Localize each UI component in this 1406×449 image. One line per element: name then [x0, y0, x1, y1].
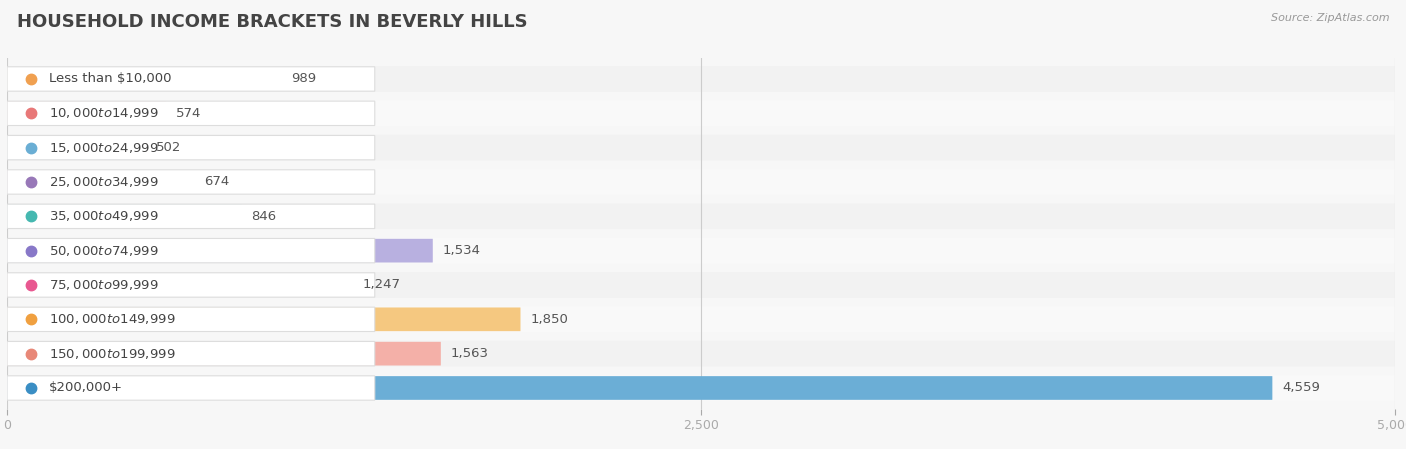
FancyBboxPatch shape: [7, 341, 1395, 366]
FancyBboxPatch shape: [7, 239, 433, 263]
FancyBboxPatch shape: [7, 67, 375, 91]
FancyBboxPatch shape: [7, 273, 353, 297]
Text: $150,000 to $199,999: $150,000 to $199,999: [49, 347, 176, 361]
Text: $15,000 to $24,999: $15,000 to $24,999: [49, 141, 159, 154]
Text: 1,247: 1,247: [363, 278, 401, 291]
FancyBboxPatch shape: [7, 67, 281, 91]
FancyBboxPatch shape: [7, 238, 1395, 264]
FancyBboxPatch shape: [7, 341, 375, 366]
Text: Less than $10,000: Less than $10,000: [49, 72, 172, 85]
Text: 846: 846: [252, 210, 277, 223]
Text: $100,000 to $149,999: $100,000 to $149,999: [49, 313, 176, 326]
FancyBboxPatch shape: [7, 66, 1395, 92]
FancyBboxPatch shape: [7, 101, 1395, 126]
FancyBboxPatch shape: [7, 170, 194, 194]
FancyBboxPatch shape: [7, 135, 1395, 160]
FancyBboxPatch shape: [7, 203, 1395, 229]
Text: $25,000 to $34,999: $25,000 to $34,999: [49, 175, 159, 189]
Text: $200,000+: $200,000+: [49, 382, 124, 395]
FancyBboxPatch shape: [7, 342, 441, 365]
Text: HOUSEHOLD INCOME BRACKETS IN BEVERLY HILLS: HOUSEHOLD INCOME BRACKETS IN BEVERLY HIL…: [17, 13, 527, 31]
Text: 674: 674: [204, 176, 229, 189]
FancyBboxPatch shape: [7, 101, 166, 125]
Text: $75,000 to $99,999: $75,000 to $99,999: [49, 278, 159, 292]
Text: 4,559: 4,559: [1282, 382, 1320, 395]
FancyBboxPatch shape: [7, 169, 1395, 195]
FancyBboxPatch shape: [7, 376, 1272, 400]
Text: 574: 574: [176, 107, 201, 120]
Text: 1,850: 1,850: [530, 313, 568, 326]
Text: $35,000 to $49,999: $35,000 to $49,999: [49, 209, 159, 223]
FancyBboxPatch shape: [7, 101, 375, 125]
FancyBboxPatch shape: [7, 136, 375, 160]
Text: $10,000 to $14,999: $10,000 to $14,999: [49, 106, 159, 120]
FancyBboxPatch shape: [7, 307, 375, 331]
FancyBboxPatch shape: [7, 170, 375, 194]
FancyBboxPatch shape: [7, 204, 375, 229]
FancyBboxPatch shape: [7, 376, 375, 400]
FancyBboxPatch shape: [7, 308, 520, 331]
FancyBboxPatch shape: [7, 375, 1395, 401]
Text: 1,563: 1,563: [450, 347, 488, 360]
FancyBboxPatch shape: [7, 306, 1395, 332]
Text: 502: 502: [156, 141, 181, 154]
FancyBboxPatch shape: [7, 272, 1395, 298]
Text: 1,534: 1,534: [443, 244, 481, 257]
FancyBboxPatch shape: [7, 136, 146, 159]
Text: 989: 989: [291, 72, 316, 85]
FancyBboxPatch shape: [7, 273, 375, 297]
FancyBboxPatch shape: [7, 238, 375, 263]
Text: Source: ZipAtlas.com: Source: ZipAtlas.com: [1271, 13, 1389, 23]
Text: $50,000 to $74,999: $50,000 to $74,999: [49, 244, 159, 258]
FancyBboxPatch shape: [7, 204, 242, 228]
